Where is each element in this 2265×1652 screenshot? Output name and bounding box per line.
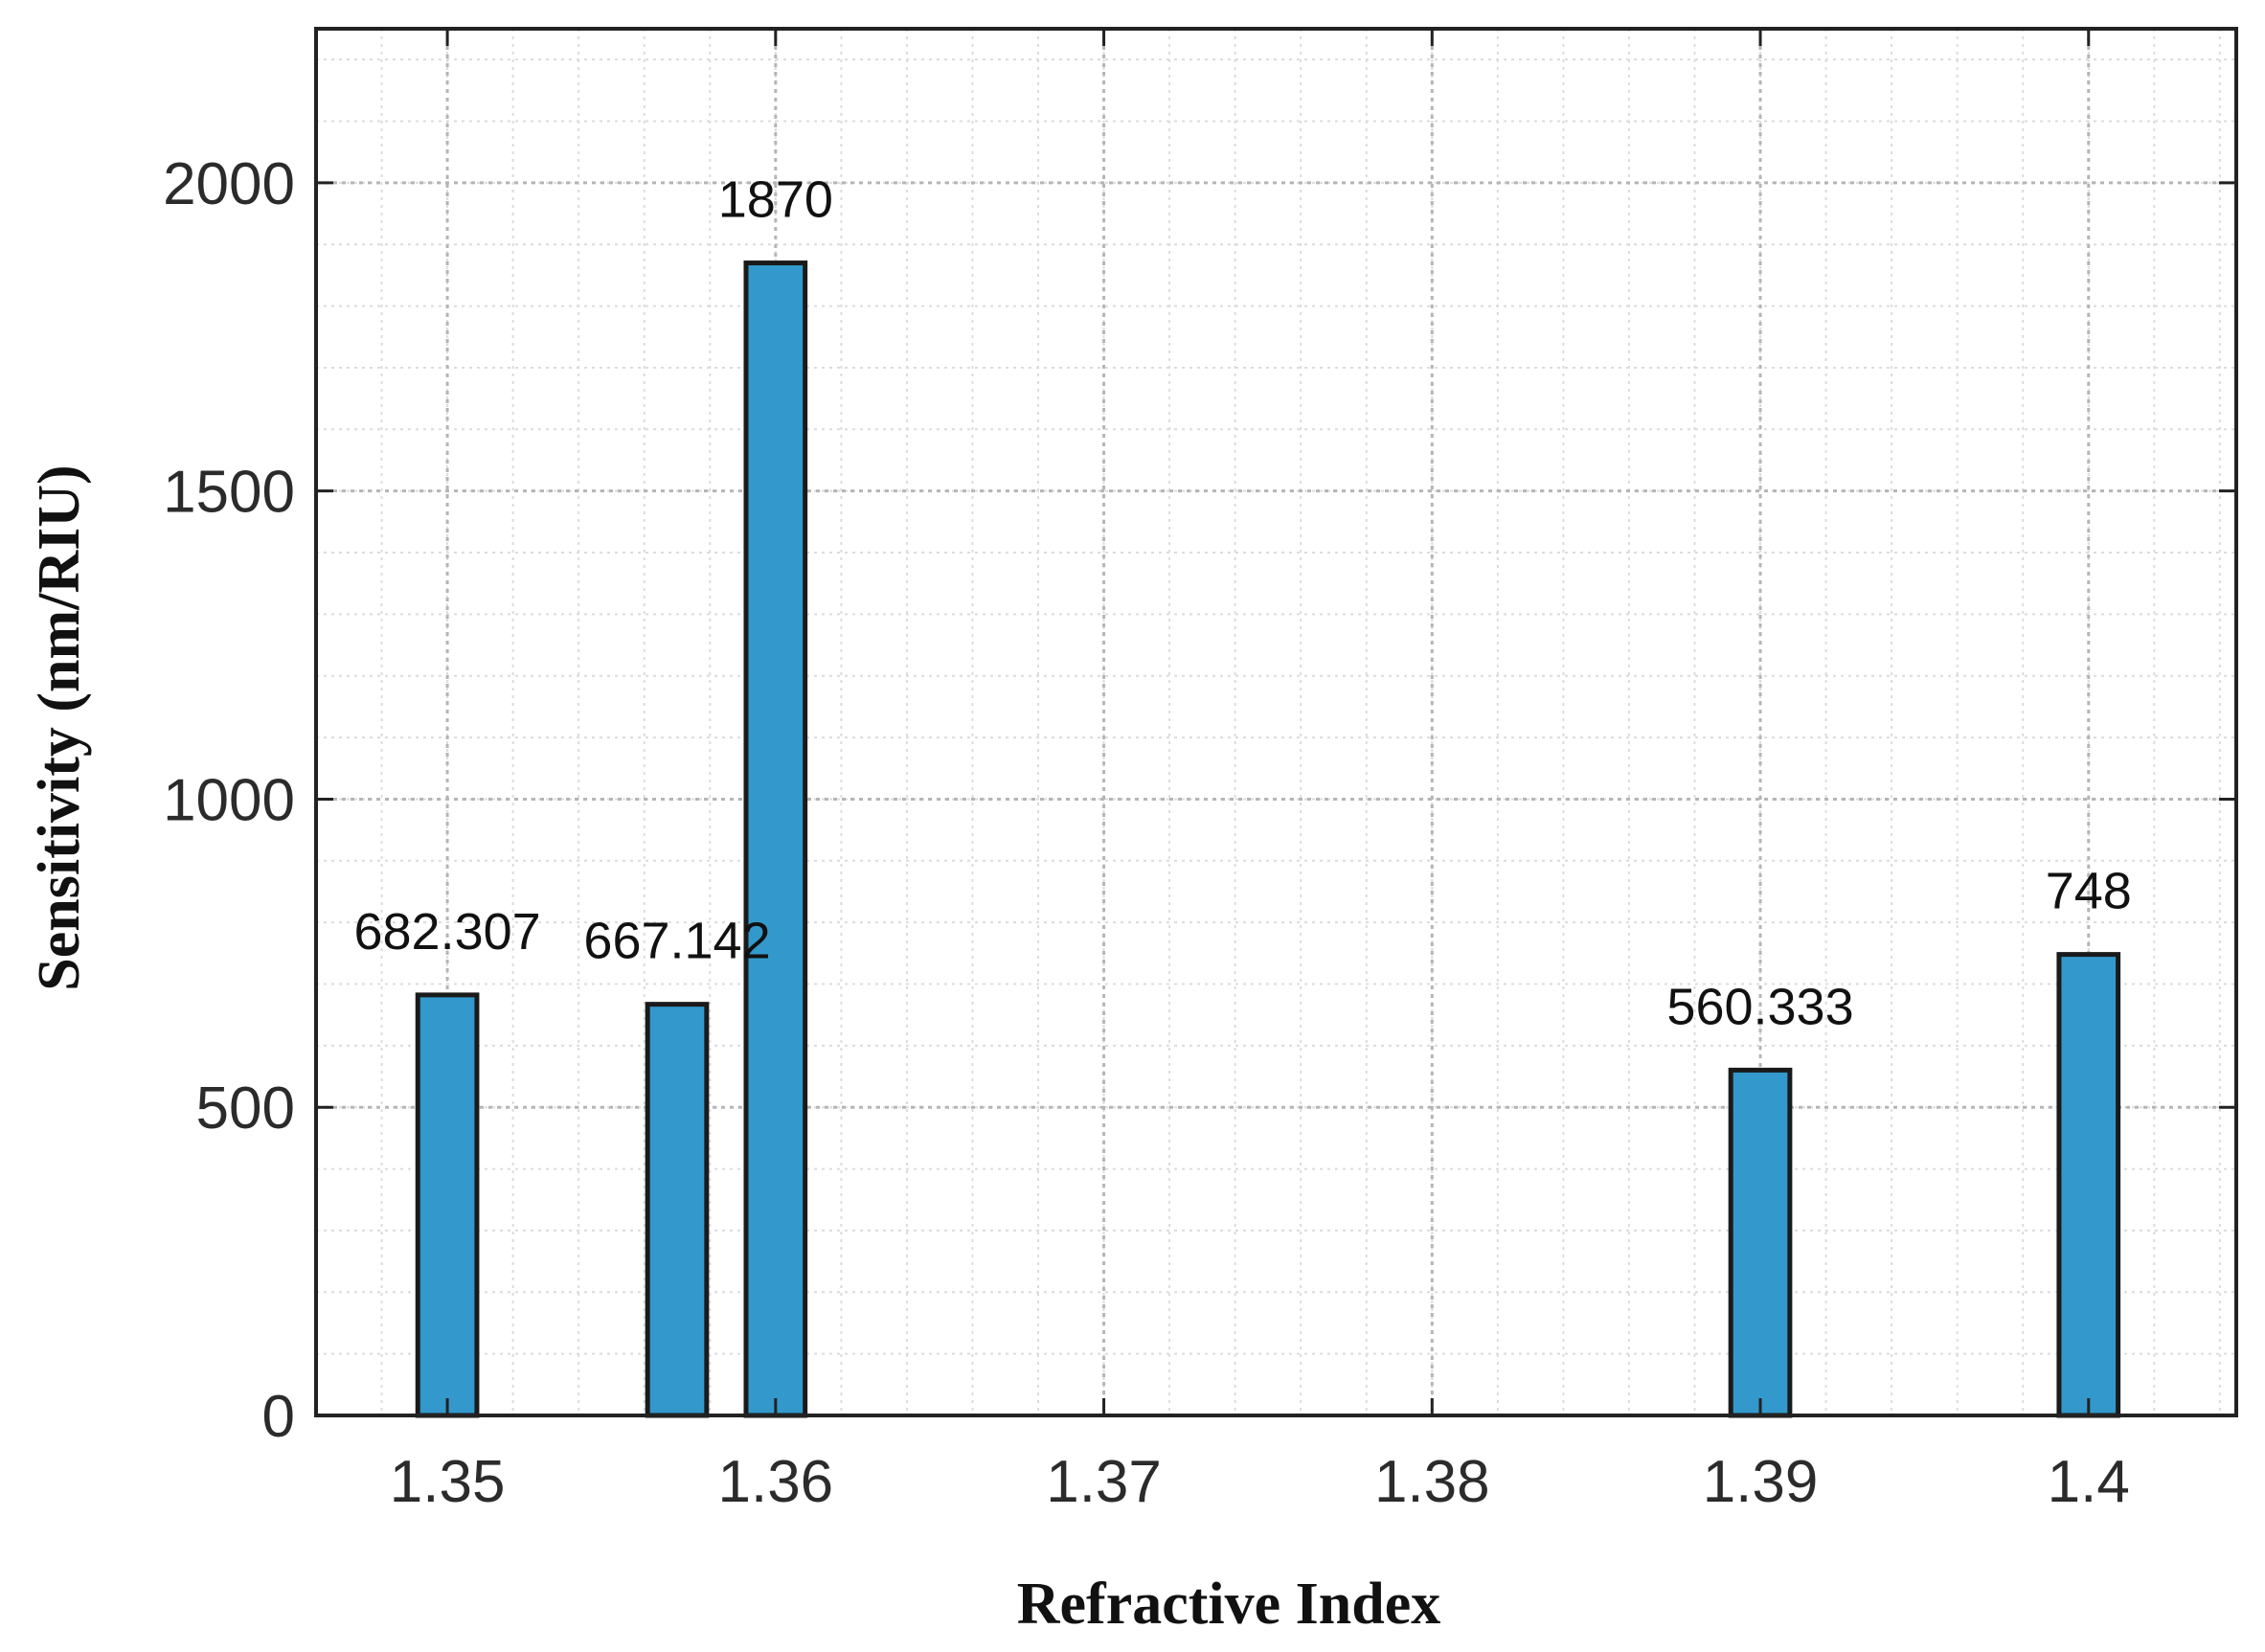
y-tick-label: 1500 <box>163 460 295 526</box>
x-tick-label: 1.38 <box>1374 1449 1490 1515</box>
y-axis-title: Sensitivity (nm/RIU) <box>27 464 92 990</box>
data-label: 1870 <box>718 171 833 229</box>
bar <box>415 992 480 1418</box>
x-tick-label: 1.37 <box>1046 1449 1162 1515</box>
data-labels: 682.307 667.142 1870 560.333 748 <box>353 171 2131 1036</box>
plot-frame <box>314 27 2238 1417</box>
x-tick-labels: 1.35 1.36 1.37 1.38 1.39 1.4 <box>390 1449 2130 1515</box>
bars <box>415 260 2121 1418</box>
x-tick-label: 1.35 <box>390 1449 506 1515</box>
x-axis-title: Refractive Index <box>1017 1572 1440 1637</box>
x-tick-label: 1.36 <box>717 1449 833 1515</box>
data-label: 560.333 <box>1666 978 1853 1035</box>
data-label: 748 <box>2046 863 2132 920</box>
x-tick-label: 1.39 <box>1703 1449 1819 1515</box>
y-tick-label: 2000 <box>163 151 295 217</box>
x-tick-label: 1.4 <box>2048 1449 2130 1515</box>
y-tick-label: 500 <box>196 1075 295 1142</box>
data-label: 682.307 <box>353 903 540 961</box>
y-tick-label: 1000 <box>163 767 295 833</box>
bar <box>743 260 808 1418</box>
y-tick-labels: 0 500 1000 1500 2000 <box>163 151 295 1450</box>
data-label: 667.142 <box>583 913 770 970</box>
bar <box>1728 1067 1793 1418</box>
y-tick-label: 0 <box>262 1384 295 1450</box>
tick-marks <box>316 29 2236 1417</box>
bar <box>645 1002 710 1418</box>
plot-background <box>316 29 2236 1415</box>
bar <box>2056 952 2121 1418</box>
